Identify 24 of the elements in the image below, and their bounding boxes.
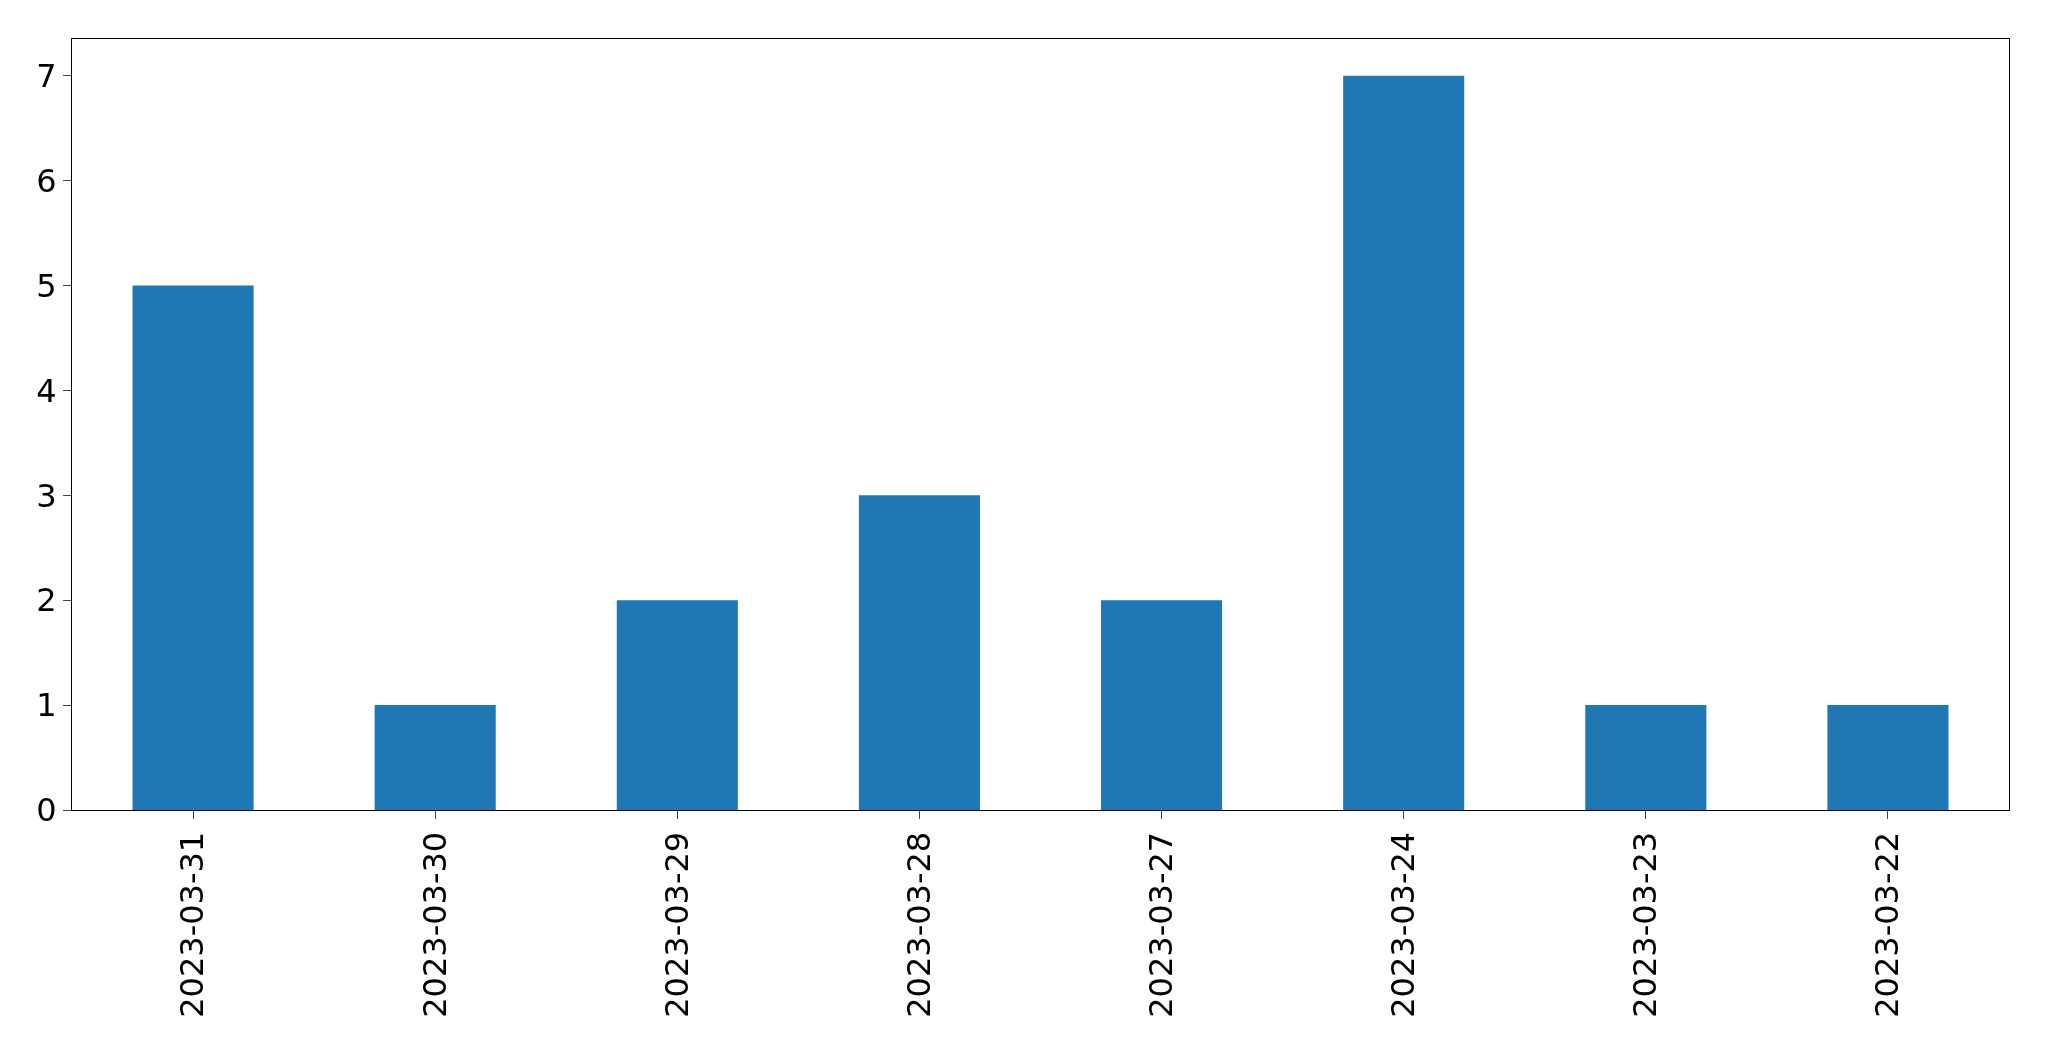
y-tick-label: 7 — [36, 56, 57, 95]
bar — [1585, 705, 1707, 810]
y-tick-label: 5 — [36, 266, 57, 305]
x-tick-label: 2023-03-24 — [1384, 831, 1423, 1018]
bar — [1343, 75, 1465, 810]
y-tick-label: 1 — [36, 686, 57, 725]
bar — [374, 705, 496, 810]
y-tick-label: 6 — [36, 161, 57, 200]
bar — [1827, 705, 1949, 810]
x-tick-label: 2023-03-29 — [657, 831, 696, 1018]
bar — [858, 495, 980, 810]
bar — [132, 285, 254, 810]
x-tick-label: 2023-03-23 — [1626, 831, 1665, 1018]
y-tick-label: 2 — [36, 581, 57, 620]
x-tick-label: 2023-03-22 — [1868, 831, 1907, 1018]
x-tick-label: 2023-03-30 — [415, 831, 454, 1018]
y-tick-label: 3 — [36, 476, 57, 515]
y-tick-label: 4 — [36, 371, 57, 410]
x-tick-label: 2023-03-28 — [899, 831, 938, 1018]
bar — [1101, 600, 1223, 810]
x-tick-label: 2023-03-31 — [173, 831, 212, 1018]
bar — [616, 600, 738, 810]
x-tick-label: 2023-03-27 — [1141, 831, 1180, 1018]
y-tick-label: 0 — [36, 791, 57, 830]
